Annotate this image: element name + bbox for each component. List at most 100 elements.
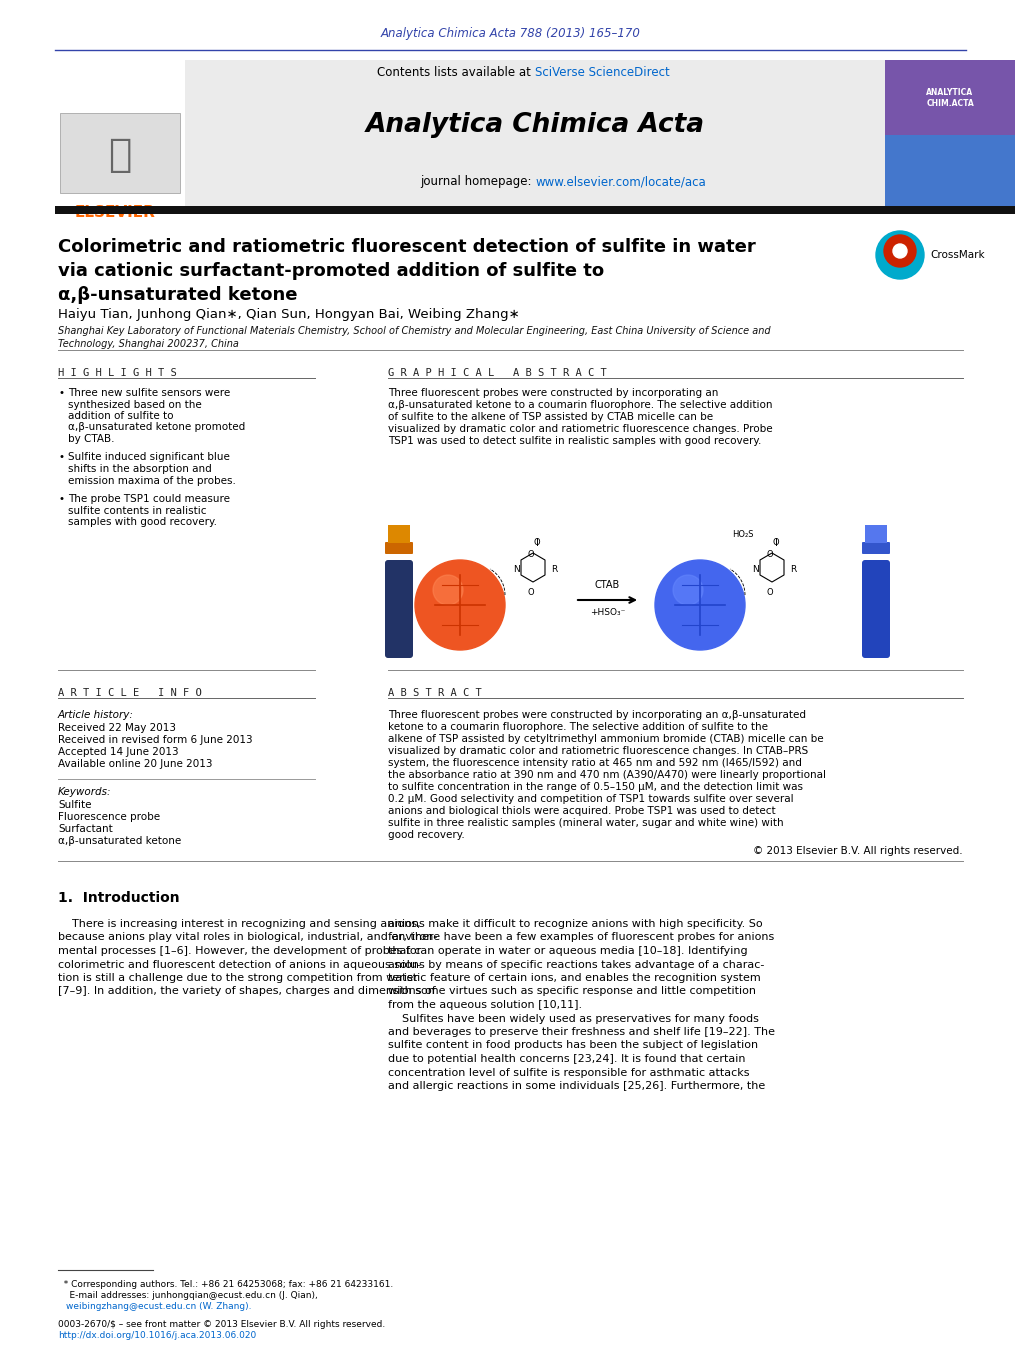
Text: G R A P H I C A L   A B S T R A C T: G R A P H I C A L A B S T R A C T bbox=[388, 367, 606, 378]
Text: H I G H L I G H T S: H I G H L I G H T S bbox=[58, 367, 177, 378]
Text: anions and biological thiols were acquired. Probe TSP1 was used to detect: anions and biological thiols were acquir… bbox=[388, 807, 776, 816]
Text: and allergic reactions in some individuals [25,26]. Furthermore, the: and allergic reactions in some individua… bbox=[388, 1081, 766, 1092]
Text: Received 22 May 2013: Received 22 May 2013 bbox=[58, 723, 176, 734]
Text: O: O bbox=[772, 538, 779, 547]
Text: shifts in the absorption and: shifts in the absorption and bbox=[68, 463, 211, 474]
Text: from the aqueous solution [10,11].: from the aqueous solution [10,11]. bbox=[388, 1000, 582, 1011]
Text: with some virtues such as specific response and little competition: with some virtues such as specific respo… bbox=[388, 986, 756, 997]
Text: Sulfite induced significant blue: Sulfite induced significant blue bbox=[68, 453, 230, 462]
Text: via cationic surfactant-promoted addition of sulfite to: via cationic surfactant-promoted additio… bbox=[58, 262, 604, 280]
Text: A B S T R A C T: A B S T R A C T bbox=[388, 688, 482, 698]
Text: samples with good recovery.: samples with good recovery. bbox=[68, 517, 217, 527]
Text: Available online 20 June 2013: Available online 20 June 2013 bbox=[58, 759, 212, 769]
Text: There is increasing interest in recognizing and sensing anions,: There is increasing interest in recogniz… bbox=[58, 919, 421, 929]
Text: Three fluorescent probes were constructed by incorporating an α,β-unsaturated: Three fluorescent probes were constructe… bbox=[388, 711, 806, 720]
Text: journal homepage:: journal homepage: bbox=[420, 176, 535, 189]
Text: visualized by dramatic color and ratiometric fluorescence changes. Probe: visualized by dramatic color and ratiome… bbox=[388, 424, 773, 434]
Text: SciVerse ScienceDirect: SciVerse ScienceDirect bbox=[535, 66, 670, 80]
Text: sulfite in three realistic samples (mineral water, sugar and white wine) with: sulfite in three realistic samples (mine… bbox=[388, 817, 784, 828]
Text: Analytica Chimica Acta 788 (2013) 165–170: Analytica Chimica Acta 788 (2013) 165–17… bbox=[381, 27, 640, 39]
Text: Article history:: Article history: bbox=[58, 711, 134, 720]
Text: good recovery.: good recovery. bbox=[388, 830, 465, 840]
FancyBboxPatch shape bbox=[388, 526, 410, 543]
Text: © 2013 Elsevier B.V. All rights reserved.: © 2013 Elsevier B.V. All rights reserved… bbox=[753, 846, 963, 857]
Text: the absorbance ratio at 390 nm and 470 nm (A390/A470) were linearly proportional: the absorbance ratio at 390 nm and 470 n… bbox=[388, 770, 826, 780]
Text: Surfactant: Surfactant bbox=[58, 824, 112, 834]
Text: anions by means of specific reactions takes advantage of a charac-: anions by means of specific reactions ta… bbox=[388, 959, 765, 970]
Text: Three fluorescent probes were constructed by incorporating an: Three fluorescent probes were constructe… bbox=[388, 388, 719, 399]
Text: by CTAB.: by CTAB. bbox=[68, 434, 114, 444]
Bar bbox=[55, 205, 1015, 213]
Text: ketone to a coumarin fluorophore. The selective addition of sulfite to the: ketone to a coumarin fluorophore. The se… bbox=[388, 721, 768, 732]
Text: Accepted 14 June 2013: Accepted 14 June 2013 bbox=[58, 747, 179, 757]
Text: α,β-unsaturated ketone: α,β-unsaturated ketone bbox=[58, 286, 297, 304]
Bar bbox=[185, 59, 885, 209]
Text: concentration level of sulfite is responsible for asthmatic attacks: concentration level of sulfite is respon… bbox=[388, 1067, 749, 1078]
Text: •: • bbox=[58, 388, 64, 399]
Bar bbox=[885, 135, 1015, 209]
Text: O: O bbox=[527, 550, 534, 559]
Text: sulfite content in food products has been the subject of legislation: sulfite content in food products has bee… bbox=[388, 1040, 759, 1051]
Text: [7–9]. In addition, the variety of shapes, charges and dimensions of: [7–9]. In addition, the variety of shape… bbox=[58, 986, 436, 997]
Text: Received in revised form 6 June 2013: Received in revised form 6 June 2013 bbox=[58, 735, 252, 744]
Text: O: O bbox=[766, 588, 773, 597]
FancyBboxPatch shape bbox=[385, 542, 414, 554]
Bar bbox=[885, 59, 1015, 135]
Text: O: O bbox=[527, 588, 534, 597]
Text: Keywords:: Keywords: bbox=[58, 788, 111, 797]
FancyBboxPatch shape bbox=[385, 561, 414, 658]
Text: The probe TSP1 could measure: The probe TSP1 could measure bbox=[68, 494, 230, 504]
Text: R: R bbox=[551, 566, 557, 574]
Text: emission maxima of the probes.: emission maxima of the probes. bbox=[68, 476, 236, 485]
Text: N: N bbox=[752, 565, 759, 574]
Circle shape bbox=[876, 231, 924, 280]
Text: R: R bbox=[790, 566, 796, 574]
Text: O: O bbox=[533, 538, 540, 547]
Text: α,β-unsaturated ketone to a coumarin fluorophore. The selective addition: α,β-unsaturated ketone to a coumarin flu… bbox=[388, 400, 773, 409]
Text: A R T I C L E   I N F O: A R T I C L E I N F O bbox=[58, 688, 202, 698]
Text: Three new sulfite sensors were: Three new sulfite sensors were bbox=[68, 388, 231, 399]
FancyBboxPatch shape bbox=[862, 561, 890, 658]
Text: N: N bbox=[513, 565, 520, 574]
Text: * Corresponding authors. Tel.: +86 21 64253068; fax: +86 21 64233161.: * Corresponding authors. Tel.: +86 21 64… bbox=[58, 1279, 393, 1289]
Text: due to potential health concerns [23,24]. It is found that certain: due to potential health concerns [23,24]… bbox=[388, 1054, 745, 1065]
Text: 1.  Introduction: 1. Introduction bbox=[58, 892, 180, 905]
Text: that can operate in water or aqueous media [10–18]. Identifying: that can operate in water or aqueous med… bbox=[388, 946, 747, 957]
Text: of sulfite to the alkene of TSP assisted by CTAB micelle can be: of sulfite to the alkene of TSP assisted… bbox=[388, 412, 713, 422]
Text: colorimetric and fluorescent detection of anions in aqueous solu-: colorimetric and fluorescent detection o… bbox=[58, 959, 421, 970]
Text: α,β-unsaturated ketone: α,β-unsaturated ketone bbox=[58, 836, 182, 846]
Text: HO₂S: HO₂S bbox=[732, 530, 753, 539]
Text: visualized by dramatic color and ratiometric fluorescence changes. In CTAB–PRS: visualized by dramatic color and ratiome… bbox=[388, 746, 809, 757]
Bar bbox=[60, 113, 180, 193]
Text: CTAB: CTAB bbox=[595, 580, 620, 590]
Text: Technology, Shanghai 200237, China: Technology, Shanghai 200237, China bbox=[58, 339, 239, 349]
Text: E-mail addresses: junhongqian@ecust.edu.cn (J. Qian),: E-mail addresses: junhongqian@ecust.edu.… bbox=[58, 1292, 318, 1300]
Text: sulfite contents in realistic: sulfite contents in realistic bbox=[68, 505, 206, 516]
Bar bbox=[55, 59, 185, 209]
Text: TSP1 was used to detect sulfite in realistic samples with good recovery.: TSP1 was used to detect sulfite in reali… bbox=[388, 436, 762, 446]
Circle shape bbox=[884, 235, 916, 267]
Text: synthesized based on the: synthesized based on the bbox=[68, 400, 202, 409]
Circle shape bbox=[433, 576, 463, 605]
Text: weibingzhang@ecust.edu.cn (W. Zhang).: weibingzhang@ecust.edu.cn (W. Zhang). bbox=[66, 1302, 251, 1310]
Text: because anions play vital roles in biological, industrial, and environ-: because anions play vital roles in biolo… bbox=[58, 932, 437, 943]
Text: system, the fluorescence intensity ratio at 465 nm and 592 nm (I465/I592) and: system, the fluorescence intensity ratio… bbox=[388, 758, 801, 767]
Text: 0.2 μM. Good selectivity and competition of TSP1 towards sulfite over several: 0.2 μM. Good selectivity and competition… bbox=[388, 794, 793, 804]
Text: α,β-unsaturated ketone promoted: α,β-unsaturated ketone promoted bbox=[68, 423, 245, 432]
Text: •: • bbox=[58, 453, 64, 462]
Text: ANALYTICA
CHIM.ACTA: ANALYTICA CHIM.ACTA bbox=[926, 88, 974, 108]
Text: tion is still a challenge due to the strong competition from water: tion is still a challenge due to the str… bbox=[58, 973, 418, 984]
Text: mental processes [1–6]. However, the development of probes for: mental processes [1–6]. However, the dev… bbox=[58, 946, 422, 957]
Text: Haiyu Tian, Junhong Qian∗, Qian Sun, Hongyan Bai, Weibing Zhang∗: Haiyu Tian, Junhong Qian∗, Qian Sun, Hon… bbox=[58, 308, 520, 322]
Text: far, there have been a few examples of fluorescent probes for anions: far, there have been a few examples of f… bbox=[388, 932, 774, 943]
Text: Sulfites have been widely used as preservatives for many foods: Sulfites have been widely used as preser… bbox=[388, 1013, 759, 1024]
Text: and beverages to preserve their freshness and shelf life [19–22]. The: and beverages to preserve their freshnes… bbox=[388, 1027, 775, 1038]
Circle shape bbox=[673, 576, 703, 605]
Circle shape bbox=[655, 561, 745, 650]
Text: www.elsevier.com/locate/aca: www.elsevier.com/locate/aca bbox=[535, 176, 706, 189]
Text: http://dx.doi.org/10.1016/j.aca.2013.06.020: http://dx.doi.org/10.1016/j.aca.2013.06.… bbox=[58, 1331, 256, 1340]
FancyBboxPatch shape bbox=[862, 542, 890, 554]
Text: CrossMark: CrossMark bbox=[930, 250, 984, 259]
Text: Sulfite: Sulfite bbox=[58, 800, 92, 811]
Circle shape bbox=[893, 245, 907, 258]
